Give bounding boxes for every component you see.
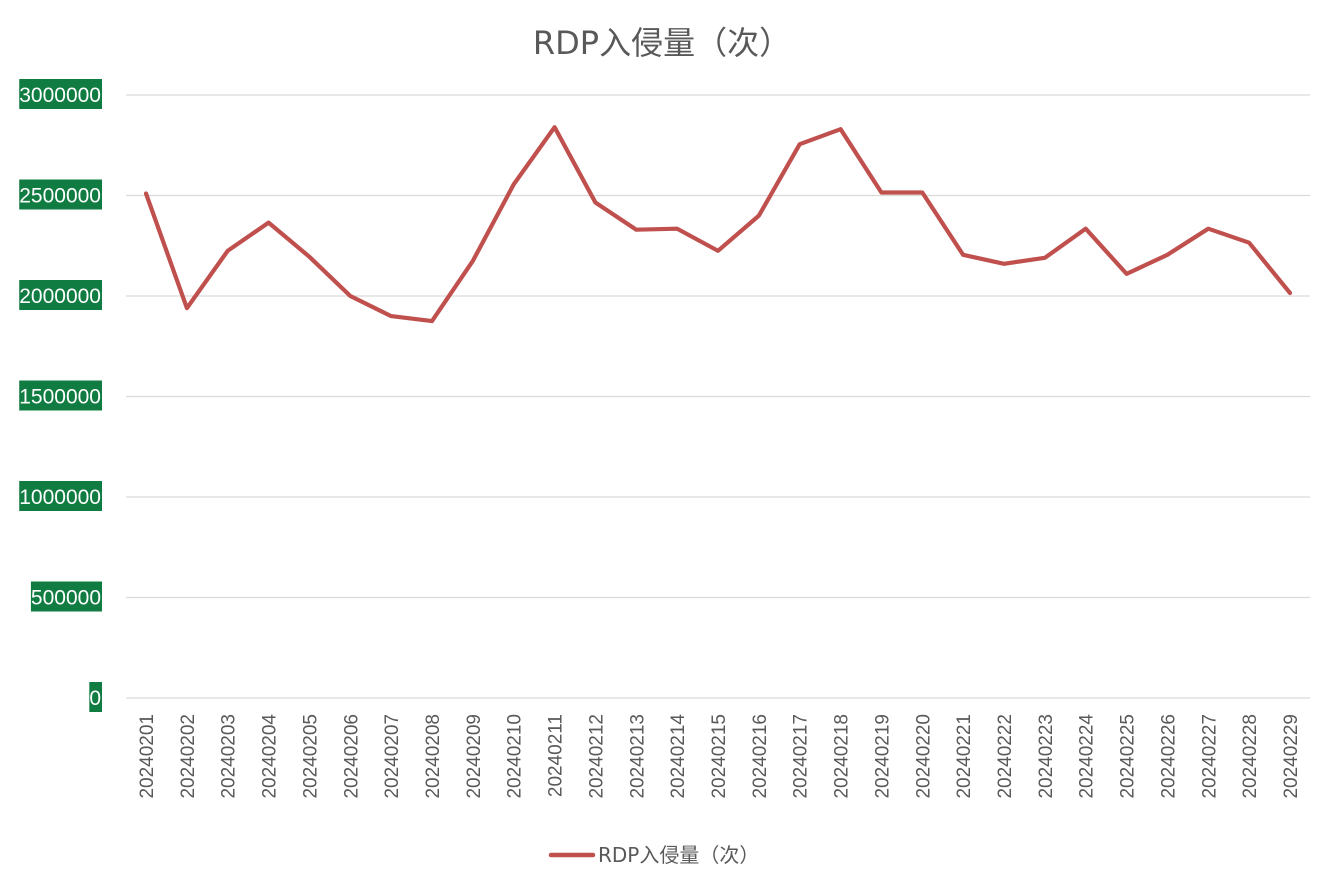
y-tick-label-bg xyxy=(19,481,102,511)
x-tick-label: 20240211 xyxy=(546,714,567,797)
x-tick-label: 20240206 xyxy=(341,714,362,799)
x-tick-label: 20240218 xyxy=(832,714,853,799)
x-tick-label: 20240208 xyxy=(423,714,444,799)
y-tick: 1500000 xyxy=(19,380,102,411)
x-tick-label: 20240228 xyxy=(1240,714,1261,799)
x-tick-label: 20240207 xyxy=(382,714,403,799)
x-tick-label: 20240202 xyxy=(178,714,199,799)
x-tick-label: 20240223 xyxy=(1036,714,1057,799)
y-tick-label-bg xyxy=(19,79,102,109)
x-tick-label: 20240201 xyxy=(137,714,158,799)
y-tick: 2500000 xyxy=(19,179,102,210)
x-tick-label: 20240229 xyxy=(1281,714,1302,799)
x-tick-label: 20240217 xyxy=(791,714,812,799)
x-tick-label: 20240213 xyxy=(627,714,648,799)
x-tick-label: 20240209 xyxy=(464,714,485,799)
x-tick-label: 20240203 xyxy=(219,714,240,799)
x-tick-label: 20240225 xyxy=(1118,714,1139,799)
series-line xyxy=(143,125,1293,324)
y-tick-label-bg xyxy=(89,682,102,712)
gridlines xyxy=(126,94,1310,699)
x-tick-label: 20240205 xyxy=(300,714,321,799)
y-tick-label: 2500000 xyxy=(19,185,101,208)
x-tick-label: 20240220 xyxy=(913,714,934,799)
x-tick-label: 20240214 xyxy=(668,714,689,799)
x-tick-label: 20240221 xyxy=(954,714,975,799)
x-tick-label: 20240204 xyxy=(260,714,281,799)
y-tick-label: 500000 xyxy=(31,587,101,610)
y-tick-label-bg xyxy=(19,280,102,310)
y-tick-label: 1500000 xyxy=(19,386,101,409)
y-tick: 1000000 xyxy=(19,481,102,511)
x-tick-label: 20240226 xyxy=(1158,714,1179,799)
x-tick-label: 20240227 xyxy=(1199,714,1220,799)
y-tick-label: 3000000 xyxy=(19,84,101,107)
x-tick-label: 20240224 xyxy=(1077,714,1098,799)
y-tick-label-bg xyxy=(19,179,102,210)
x-tick-label: 20240222 xyxy=(995,714,1016,799)
y-axis: 0 500000 1000000 1500000 2000000 2500000 30000… xyxy=(19,79,102,712)
y-tick: 2000000 xyxy=(19,280,102,310)
chart-title: RDP入侵量（次） xyxy=(533,24,791,62)
x-tick-label: 20240215 xyxy=(709,714,730,799)
y-tick-label-bg xyxy=(30,581,102,612)
y-tick: 500000 xyxy=(30,581,102,612)
y-tick: 0 xyxy=(89,682,102,712)
y-tick-label: 1000000 xyxy=(19,486,101,509)
x-tick-label: 20240212 xyxy=(586,714,607,799)
legend-entry-label: RDP入侵量（次） xyxy=(598,843,759,867)
y-tick-label: 0 xyxy=(89,687,101,710)
legend: RDP入侵量（次） xyxy=(548,843,759,867)
y-tick-label: 2000000 xyxy=(19,285,101,308)
y-tick: 3000000 xyxy=(19,79,102,109)
series-layer xyxy=(143,125,1293,324)
x-axis: 20240201 20240202 20240203 20240204 20240205… xyxy=(137,714,1302,799)
x-tick-label: 20240210 xyxy=(505,714,526,799)
y-tick-label-bg xyxy=(19,380,102,411)
x-tick-label: 20240219 xyxy=(872,714,893,799)
x-tick-label: 20240216 xyxy=(750,714,771,799)
